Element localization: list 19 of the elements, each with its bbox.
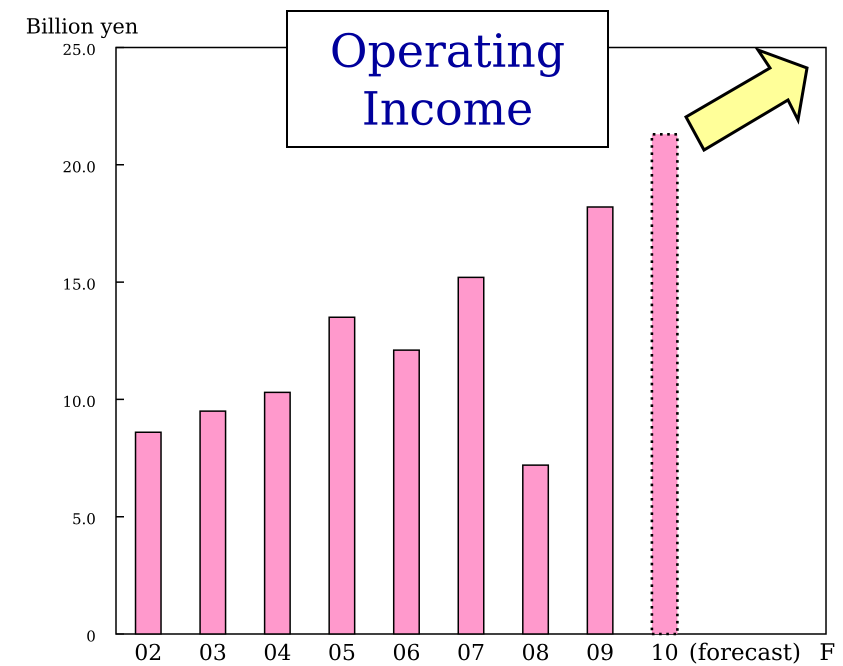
text: F xyxy=(820,643,834,660)
y-tick-label: 10.0 xyxy=(64,396,95,408)
y-tick-label: 0 xyxy=(87,630,95,642)
x-tick-label: 08 xyxy=(523,644,548,660)
y-tick-label: 15.0 xyxy=(64,278,95,290)
x-tick-label: 04 xyxy=(264,644,290,660)
text: (forecast) xyxy=(690,642,800,664)
x-tick-label: 10 xyxy=(653,644,678,660)
x-tick-label: 06 xyxy=(394,644,420,660)
x-tick-label: 07 xyxy=(458,644,484,660)
y-tick-label: 5.0 xyxy=(73,513,95,524)
chart-title: Operating Income xyxy=(332,32,564,126)
x-tick-label: 09 xyxy=(588,644,613,660)
y-tick-label: 20.0 xyxy=(64,161,95,172)
x-tick-label: 05 xyxy=(329,644,354,660)
y-tick-label: 25.0 xyxy=(64,44,95,56)
x-tick-label: 02 xyxy=(136,644,160,660)
x-tick-label: 03 xyxy=(200,644,226,660)
y-axis-title: Billion yen xyxy=(26,18,138,38)
